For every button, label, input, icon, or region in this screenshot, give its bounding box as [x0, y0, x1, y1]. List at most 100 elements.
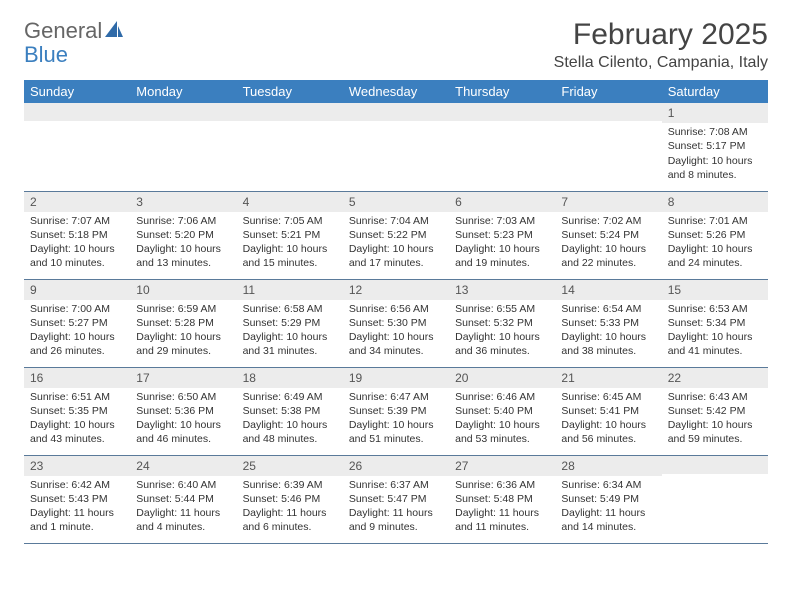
day-number: 13	[449, 280, 555, 300]
day-info: Sunrise: 6:55 AMSunset: 5:32 PMDaylight:…	[449, 300, 555, 363]
sunset-text: Sunset: 5:47 PM	[349, 492, 443, 506]
day-number: 12	[343, 280, 449, 300]
day-number: 19	[343, 368, 449, 388]
calendar-cell: 21Sunrise: 6:45 AMSunset: 5:41 PMDayligh…	[555, 367, 661, 455]
daylight-text: Daylight: 10 hours and 22 minutes.	[561, 242, 655, 270]
weekday-header: Tuesday	[237, 80, 343, 103]
calendar-row: 16Sunrise: 6:51 AMSunset: 5:35 PMDayligh…	[24, 367, 768, 455]
title-block: February 2025 Stella Cilento, Campania, …	[554, 18, 768, 72]
daylight-text: Daylight: 10 hours and 53 minutes.	[455, 418, 549, 446]
day-number	[237, 103, 343, 121]
sunset-text: Sunset: 5:27 PM	[30, 316, 124, 330]
calendar-row: 9Sunrise: 7:00 AMSunset: 5:27 PMDaylight…	[24, 279, 768, 367]
sunrise-text: Sunrise: 6:37 AM	[349, 478, 443, 492]
day-number: 20	[449, 368, 555, 388]
day-info: Sunrise: 6:42 AMSunset: 5:43 PMDaylight:…	[24, 476, 130, 539]
sunrise-text: Sunrise: 6:59 AM	[136, 302, 230, 316]
sail-icon	[104, 18, 124, 44]
calendar-row: 2Sunrise: 7:07 AMSunset: 5:18 PMDaylight…	[24, 191, 768, 279]
sunset-text: Sunset: 5:22 PM	[349, 228, 443, 242]
sunrise-text: Sunrise: 6:47 AM	[349, 390, 443, 404]
daylight-text: Daylight: 10 hours and 43 minutes.	[30, 418, 124, 446]
day-number	[24, 103, 130, 121]
day-number: 21	[555, 368, 661, 388]
weekday-header: Saturday	[662, 80, 768, 103]
sunset-text: Sunset: 5:32 PM	[455, 316, 549, 330]
sunset-text: Sunset: 5:23 PM	[455, 228, 549, 242]
calendar-cell	[237, 103, 343, 191]
calendar-cell: 4Sunrise: 7:05 AMSunset: 5:21 PMDaylight…	[237, 191, 343, 279]
weekday-header: Wednesday	[343, 80, 449, 103]
sunset-text: Sunset: 5:33 PM	[561, 316, 655, 330]
calendar-cell: 17Sunrise: 6:50 AMSunset: 5:36 PMDayligh…	[130, 367, 236, 455]
daylight-text: Daylight: 10 hours and 10 minutes.	[30, 242, 124, 270]
day-number: 3	[130, 192, 236, 212]
calendar-cell	[662, 455, 768, 543]
day-info: Sunrise: 6:53 AMSunset: 5:34 PMDaylight:…	[662, 300, 768, 363]
day-info: Sunrise: 6:51 AMSunset: 5:35 PMDaylight:…	[24, 388, 130, 451]
day-info: Sunrise: 6:34 AMSunset: 5:49 PMDaylight:…	[555, 476, 661, 539]
day-number	[343, 103, 449, 121]
sunset-text: Sunset: 5:28 PM	[136, 316, 230, 330]
calendar-cell	[449, 103, 555, 191]
calendar-cell: 3Sunrise: 7:06 AMSunset: 5:20 PMDaylight…	[130, 191, 236, 279]
sunset-text: Sunset: 5:46 PM	[243, 492, 337, 506]
day-number: 18	[237, 368, 343, 388]
day-info: Sunrise: 7:05 AMSunset: 5:21 PMDaylight:…	[237, 212, 343, 275]
sunset-text: Sunset: 5:40 PM	[455, 404, 549, 418]
day-info: Sunrise: 6:46 AMSunset: 5:40 PMDaylight:…	[449, 388, 555, 451]
day-number: 24	[130, 456, 236, 476]
day-number: 11	[237, 280, 343, 300]
calendar-cell: 9Sunrise: 7:00 AMSunset: 5:27 PMDaylight…	[24, 279, 130, 367]
day-number: 4	[237, 192, 343, 212]
sunset-text: Sunset: 5:39 PM	[349, 404, 443, 418]
calendar-cell: 19Sunrise: 6:47 AMSunset: 5:39 PMDayligh…	[343, 367, 449, 455]
day-info: Sunrise: 6:47 AMSunset: 5:39 PMDaylight:…	[343, 388, 449, 451]
calendar-cell	[555, 103, 661, 191]
calendar-cell: 6Sunrise: 7:03 AMSunset: 5:23 PMDaylight…	[449, 191, 555, 279]
sunset-text: Sunset: 5:49 PM	[561, 492, 655, 506]
calendar-cell: 11Sunrise: 6:58 AMSunset: 5:29 PMDayligh…	[237, 279, 343, 367]
day-info: Sunrise: 7:07 AMSunset: 5:18 PMDaylight:…	[24, 212, 130, 275]
sunset-text: Sunset: 5:34 PM	[668, 316, 762, 330]
calendar-cell: 8Sunrise: 7:01 AMSunset: 5:26 PMDaylight…	[662, 191, 768, 279]
sunrise-text: Sunrise: 6:50 AM	[136, 390, 230, 404]
sunrise-text: Sunrise: 7:02 AM	[561, 214, 655, 228]
daylight-text: Daylight: 10 hours and 36 minutes.	[455, 330, 549, 358]
day-number: 1	[662, 103, 768, 123]
daylight-text: Daylight: 10 hours and 31 minutes.	[243, 330, 337, 358]
calendar-cell: 14Sunrise: 6:54 AMSunset: 5:33 PMDayligh…	[555, 279, 661, 367]
location: Stella Cilento, Campania, Italy	[554, 54, 768, 72]
day-info: Sunrise: 7:04 AMSunset: 5:22 PMDaylight:…	[343, 212, 449, 275]
sunset-text: Sunset: 5:38 PM	[243, 404, 337, 418]
daylight-text: Daylight: 11 hours and 1 minute.	[30, 506, 124, 534]
day-info: Sunrise: 6:59 AMSunset: 5:28 PMDaylight:…	[130, 300, 236, 363]
sunset-text: Sunset: 5:41 PM	[561, 404, 655, 418]
day-number: 10	[130, 280, 236, 300]
day-number: 25	[237, 456, 343, 476]
day-number: 8	[662, 192, 768, 212]
calendar-cell: 7Sunrise: 7:02 AMSunset: 5:24 PMDaylight…	[555, 191, 661, 279]
daylight-text: Daylight: 10 hours and 38 minutes.	[561, 330, 655, 358]
daylight-text: Daylight: 10 hours and 56 minutes.	[561, 418, 655, 446]
sunrise-text: Sunrise: 6:55 AM	[455, 302, 549, 316]
sunrise-text: Sunrise: 6:46 AM	[455, 390, 549, 404]
calendar-cell: 12Sunrise: 6:56 AMSunset: 5:30 PMDayligh…	[343, 279, 449, 367]
day-info: Sunrise: 7:02 AMSunset: 5:24 PMDaylight:…	[555, 212, 661, 275]
sunset-text: Sunset: 5:43 PM	[30, 492, 124, 506]
daylight-text: Daylight: 10 hours and 29 minutes.	[136, 330, 230, 358]
sunrise-text: Sunrise: 7:03 AM	[455, 214, 549, 228]
sunrise-text: Sunrise: 7:00 AM	[30, 302, 124, 316]
calendar-cell: 22Sunrise: 6:43 AMSunset: 5:42 PMDayligh…	[662, 367, 768, 455]
daylight-text: Daylight: 10 hours and 15 minutes.	[243, 242, 337, 270]
day-info: Sunrise: 7:00 AMSunset: 5:27 PMDaylight:…	[24, 300, 130, 363]
calendar-cell: 13Sunrise: 6:55 AMSunset: 5:32 PMDayligh…	[449, 279, 555, 367]
sunrise-text: Sunrise: 6:49 AM	[243, 390, 337, 404]
daylight-text: Daylight: 10 hours and 41 minutes.	[668, 330, 762, 358]
day-number: 27	[449, 456, 555, 476]
daylight-text: Daylight: 11 hours and 9 minutes.	[349, 506, 443, 534]
day-info: Sunrise: 6:36 AMSunset: 5:48 PMDaylight:…	[449, 476, 555, 539]
day-info: Sunrise: 6:37 AMSunset: 5:47 PMDaylight:…	[343, 476, 449, 539]
logo-text-2: Blue	[24, 42, 68, 68]
daylight-text: Daylight: 10 hours and 26 minutes.	[30, 330, 124, 358]
